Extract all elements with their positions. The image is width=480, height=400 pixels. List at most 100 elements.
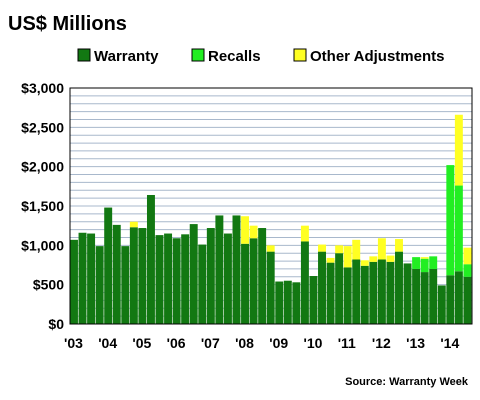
bar-warranty (266, 251, 275, 324)
bar-warranty (206, 228, 215, 324)
bar-recalls (429, 256, 438, 269)
bar-other-adjustments (377, 238, 386, 260)
bar-warranty (258, 228, 267, 324)
bar-warranty (454, 271, 463, 324)
bar-warranty (335, 253, 344, 324)
bar-warranty (437, 285, 446, 324)
legend-label-other-adjustments: Other Adjustments (310, 48, 444, 65)
bar-recalls (454, 185, 463, 272)
bar-warranty (463, 276, 472, 324)
bar-warranty (352, 259, 361, 324)
bar-warranty (412, 268, 421, 324)
bar-other-adjustments (369, 256, 378, 262)
bar-warranty (138, 228, 147, 324)
x-tick-label: '10 (303, 335, 322, 351)
bar-recalls (463, 264, 472, 277)
bar-other-adjustments (335, 245, 344, 254)
bar-recalls (412, 257, 421, 269)
bar-other-adjustments (352, 239, 361, 260)
bar-warranty (155, 235, 164, 324)
bar-other-adjustments (326, 257, 335, 263)
y-tick-label: $0 (48, 316, 64, 332)
y-tick-label: $1,000 (21, 237, 64, 253)
bar-warranty (78, 232, 87, 324)
bar-warranty (292, 282, 301, 324)
chart-title: US$ Millions (8, 13, 127, 35)
bar-warranty (129, 227, 138, 324)
bar-warranty (386, 261, 395, 324)
x-tick-label: '14 (440, 335, 459, 351)
bar-warranty (369, 261, 378, 324)
bar-recalls (446, 165, 455, 276)
x-tick-label: '05 (132, 335, 151, 351)
x-axis-ticks: '03 '04 '05 '06 '07 '08 '09 '10 '11 '12 '13 '14 (64, 335, 459, 351)
x-tick-label: '06 (167, 335, 186, 351)
bar-warranty (283, 280, 292, 324)
bar-warranty (395, 251, 403, 324)
bar-warranty (420, 272, 429, 324)
bar-warranty (189, 224, 198, 324)
bar-other-adjustments (360, 260, 369, 266)
legend: Warranty Recalls Other Adjustments (77, 48, 444, 65)
legend-swatch-warranty (77, 48, 91, 62)
source-note: Source: Warranty Week (345, 376, 469, 388)
bar-other-adjustments (249, 225, 258, 239)
y-axis-ticks: $0 $500 $1,000 $1,500 $2,000 $2,500 $3,000 (21, 80, 64, 332)
bar-other-adjustments (420, 257, 429, 259)
bar-other-adjustments (241, 216, 250, 244)
bar-warranty (104, 207, 113, 324)
legend-label-recalls: Recalls (208, 48, 261, 65)
y-tick-label: $3,000 (21, 80, 64, 96)
bar-warranty (172, 238, 181, 324)
y-tick-label: $2,500 (21, 119, 64, 135)
plot-frame (69, 87, 473, 325)
x-tick-label: '04 (98, 335, 117, 351)
bar-warranty (112, 224, 121, 324)
bar-other-adjustments (318, 244, 326, 252)
legend-swatch-other-adjustments (293, 48, 307, 62)
x-tick-label: '12 (372, 335, 391, 351)
bar-other-adjustments (129, 221, 138, 228)
bar-other-adjustments (463, 247, 472, 265)
bar-warranty (241, 243, 250, 324)
bar-warranty (70, 239, 78, 324)
bar-warranty (326, 262, 335, 324)
bar-warranty (403, 263, 412, 324)
bar-warranty (164, 233, 173, 324)
bar-warranty (343, 267, 352, 324)
bar-warranty (446, 275, 455, 324)
bar-warranty (121, 246, 130, 324)
bars (70, 114, 472, 324)
bar-warranty (309, 276, 318, 324)
y-tick-label: $500 (33, 277, 64, 293)
legend-swatch-recalls (191, 48, 205, 62)
x-tick-label: '11 (338, 335, 356, 351)
bar-warranty (275, 281, 284, 324)
bar-other-adjustments (300, 225, 309, 242)
bar-other-adjustments (454, 114, 463, 186)
bar-warranty (249, 238, 258, 324)
bar-warranty (198, 244, 207, 324)
x-tick-label: '03 (64, 335, 83, 351)
bar-warranty (318, 251, 326, 324)
bar-other-adjustments (343, 246, 352, 268)
bar-warranty (215, 215, 224, 324)
bar-warranty (429, 268, 438, 324)
legend-label-warranty: Warranty (94, 48, 159, 65)
x-tick-label: '13 (406, 335, 425, 351)
bar-other-adjustments (266, 245, 275, 252)
bar-other-adjustments (395, 239, 403, 252)
bar-warranty (300, 241, 309, 324)
bar-warranty (360, 265, 369, 324)
bar-recalls (420, 258, 429, 273)
y-tick-label: $1,500 (21, 198, 64, 214)
bar-warranty (223, 233, 232, 324)
bar-other-adjustments (386, 255, 395, 262)
y-tick-label: $2,000 (21, 159, 64, 175)
bar-warranty (87, 233, 96, 324)
x-tick-label: '07 (201, 335, 220, 351)
bar-warranty (377, 259, 386, 324)
x-tick-label: '08 (235, 335, 254, 351)
x-tick-label: '09 (269, 335, 288, 351)
bar-warranty (181, 234, 190, 324)
